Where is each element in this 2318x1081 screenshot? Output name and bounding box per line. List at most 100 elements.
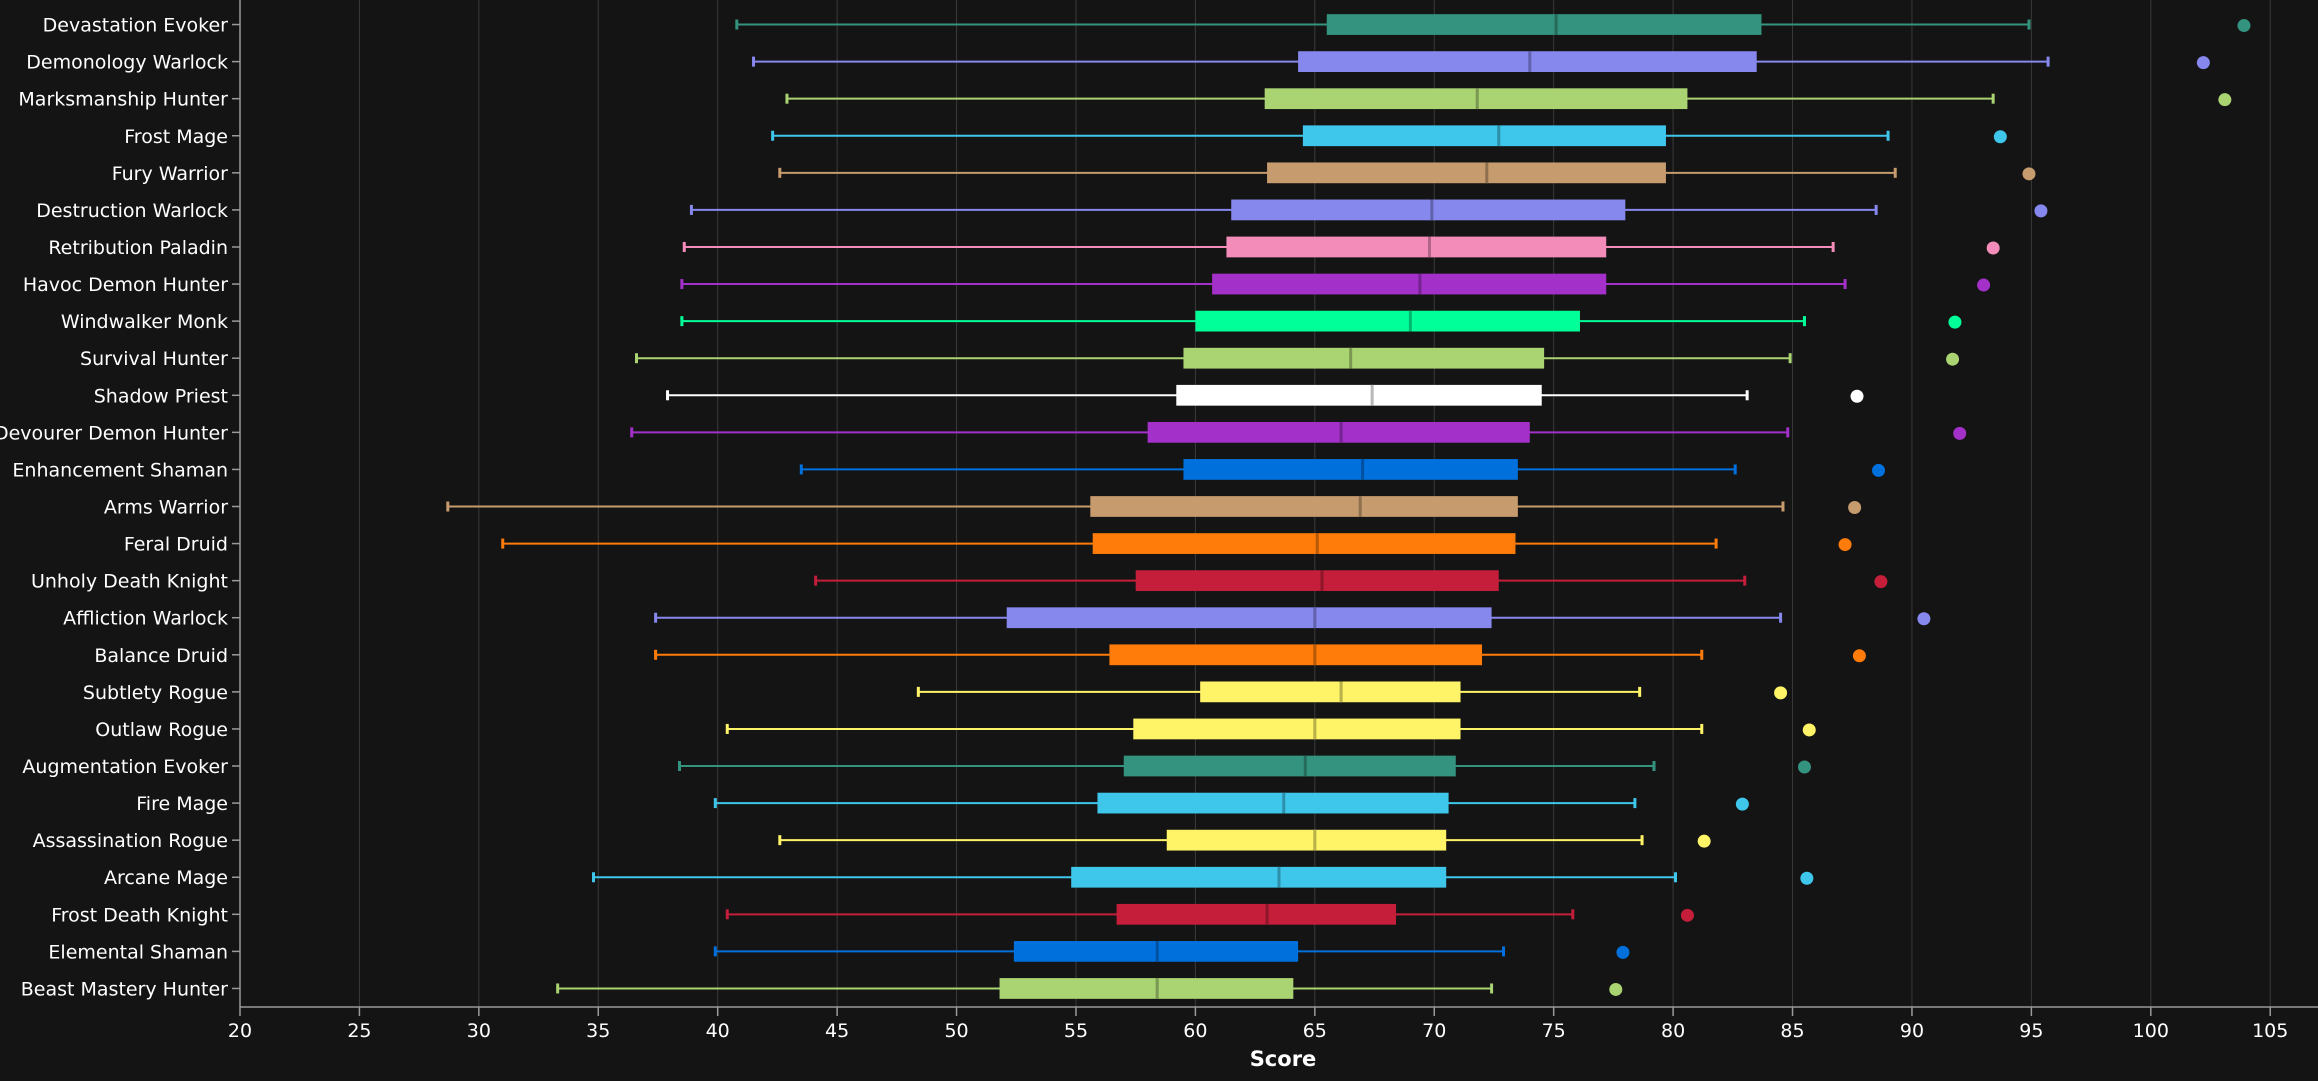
outlier-point — [2034, 204, 2048, 218]
category-label: Devourer Demon Hunter — [0, 422, 228, 444]
iqr-box — [1302, 125, 1666, 147]
category-label: Arms Warrior — [104, 497, 228, 519]
iqr-box — [1231, 199, 1626, 221]
outlier-point — [1802, 723, 1816, 737]
box-row: Assassination Rogue — [33, 829, 1711, 852]
category-label: Frost Death Knight — [51, 904, 228, 926]
box-row: Frost Mage — [124, 125, 2007, 148]
box-row: Devastation Evoker — [43, 14, 2251, 37]
category-label: Havoc Demon Hunter — [23, 274, 228, 296]
x-tick-label: 70 — [1422, 1020, 1446, 1042]
x-tick-label: 60 — [1183, 1020, 1207, 1042]
box-row: Beast Mastery Hunter — [21, 978, 1623, 1000]
iqr-box — [1092, 533, 1516, 554]
outlier-point — [1977, 278, 1991, 292]
iqr-box — [1071, 866, 1447, 888]
category-label: Retribution Paladin — [48, 237, 228, 259]
x-tick-label: 90 — [1900, 1020, 1924, 1042]
outlier-point — [1953, 426, 1967, 440]
box-row: Arcane Mage — [104, 866, 1814, 889]
iqr-box — [1147, 421, 1530, 443]
iqr-box — [1109, 644, 1483, 666]
outlier-point — [1680, 908, 1694, 922]
outlier-point — [1872, 463, 1886, 477]
box-row: Fury Warrior — [112, 162, 2036, 185]
outlier-point — [1616, 945, 1630, 959]
category-label: Fury Warrior — [112, 163, 228, 185]
x-tick-label: 80 — [1661, 1020, 1685, 1042]
outlier-point — [1917, 612, 1931, 626]
box-row: Havoc Demon Hunter — [23, 273, 1991, 296]
outlier-point — [1697, 834, 1711, 848]
box-row: Balance Druid — [94, 644, 1866, 667]
iqr-box — [1183, 347, 1545, 369]
box-row: Enhancement Shaman — [12, 459, 1886, 481]
category-label: Shadow Priest — [94, 385, 228, 407]
box-row: Devourer Demon Hunter — [0, 421, 1967, 444]
outlier-point — [1874, 575, 1888, 589]
outlier-point — [1609, 982, 1623, 996]
iqr-box — [1133, 718, 1461, 740]
category-label: Assassination Rogue — [33, 830, 228, 852]
outlier-point — [1852, 649, 1866, 663]
category-label: Elemental Shaman — [48, 941, 228, 963]
x-tick-label: 20 — [228, 1020, 252, 1042]
iqr-box — [1195, 310, 1580, 332]
outlier-point — [1797, 760, 1811, 774]
category-label: Affliction Warlock — [63, 608, 228, 630]
iqr-box — [1326, 14, 1762, 35]
category-label: Frost Mage — [124, 126, 228, 148]
box-row: Arms Warrior — [104, 496, 1862, 519]
x-tick-label: 50 — [944, 1020, 968, 1042]
box-row: Elemental Shaman — [48, 941, 1630, 963]
box-row: Shadow Priest — [94, 384, 1864, 407]
category-label: Augmentation Evoker — [22, 756, 228, 778]
iqr-box — [1123, 755, 1456, 777]
outlier-point — [1800, 871, 1814, 885]
category-label: Feral Druid — [124, 534, 228, 556]
iqr-box — [1183, 459, 1518, 480]
x-tick-label: 75 — [1542, 1020, 1566, 1042]
x-tick-label: 100 — [2133, 1020, 2169, 1042]
box-row: Destruction Warlock — [36, 199, 2048, 222]
x-tick-label: 105 — [2252, 1020, 2288, 1042]
category-label: Balance Druid — [94, 645, 228, 667]
outlier-point — [1948, 315, 1962, 329]
box-row: Demonology Warlock — [26, 51, 2210, 74]
outlier-point — [1946, 352, 1960, 366]
x-tick-label: 55 — [1064, 1020, 1088, 1042]
outlier-point — [1850, 389, 1864, 403]
category-label: Windwalker Monk — [61, 311, 228, 333]
category-label: Marksmanship Hunter — [18, 89, 228, 111]
x-tick-label: 40 — [706, 1020, 730, 1042]
category-label: Outlaw Rogue — [95, 719, 228, 741]
iqr-box — [1226, 236, 1607, 258]
iqr-box — [1212, 273, 1607, 295]
box-row: Survival Hunter — [80, 347, 1960, 370]
box-row: Unholy Death Knight — [31, 570, 1888, 593]
outlier-point — [1848, 501, 1862, 514]
iqr-box — [1090, 496, 1518, 517]
box-row: Marksmanship Hunter — [18, 88, 2232, 111]
category-label: Arcane Mage — [104, 867, 228, 889]
iqr-box — [1116, 903, 1397, 925]
outlier-point — [2218, 93, 2232, 107]
category-label: Demonology Warlock — [26, 52, 228, 74]
iqr-box — [1200, 681, 1461, 703]
category-label: Fire Mage — [136, 793, 228, 815]
category-label: Destruction Warlock — [36, 200, 228, 222]
outlier-point — [1774, 686, 1788, 700]
plot-rows: Devastation Evoker Demonology Warlock Mark… — [0, 14, 2251, 1000]
iqr-box — [1298, 51, 1757, 72]
category-label: Devastation Evoker — [43, 15, 229, 37]
outlier-point — [2196, 56, 2210, 70]
outlier-point — [1838, 538, 1852, 552]
category-label: Enhancement Shaman — [12, 459, 228, 481]
x-tick-label: 35 — [586, 1020, 610, 1042]
box-row: Feral Druid — [124, 533, 1852, 556]
iqr-box — [1176, 384, 1542, 406]
box-row: Windwalker Monk — [61, 310, 1962, 333]
box-row: Retribution Paladin — [48, 236, 2000, 259]
axes: 20 25 30 35 40 45 50 55 60 65 70 75 80 85 90 95 100 105 — [228, 0, 2318, 1042]
